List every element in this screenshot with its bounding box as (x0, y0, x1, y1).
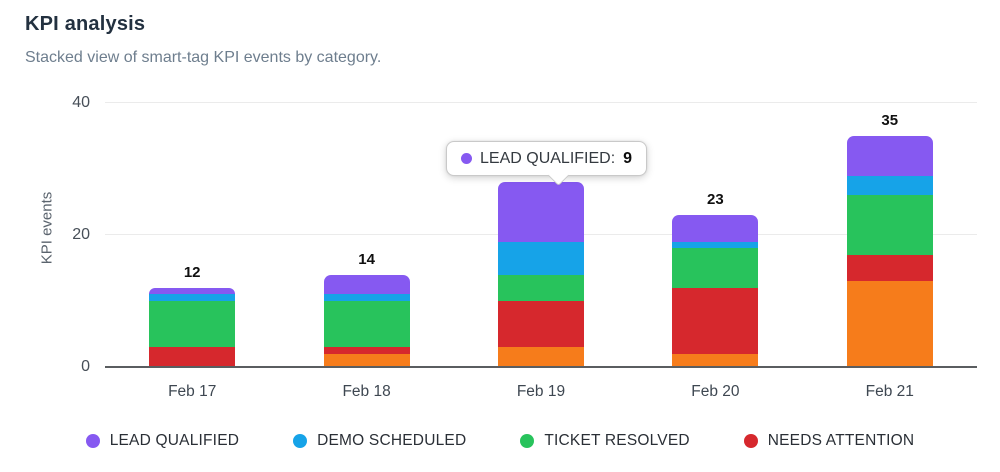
bar-segment[interactable] (846, 254, 933, 282)
legend-label: LEAD QUALIFIED (109, 432, 240, 449)
x-tick-label: Feb 18 (342, 383, 391, 400)
y-axis: 0 20 40 (52, 95, 90, 375)
stacked-bar[interactable]: 12 (149, 264, 236, 367)
bar-segment[interactable] (846, 175, 933, 196)
bar-segment[interactable] (846, 281, 933, 367)
bar-group (454, 103, 628, 367)
legend-label: DEMO SCHEDULED (317, 432, 467, 449)
bar-total-label: 23 (707, 191, 724, 209)
plot-area: 12 14 23 35 (105, 102, 977, 368)
tooltip-value: 9 (623, 150, 633, 167)
bar-group: 12 (105, 103, 279, 367)
bar-group: 23 (628, 103, 802, 367)
y-tick-label: 20 (72, 226, 90, 243)
x-tick-label: Feb 21 (865, 383, 914, 400)
bar-total-label: 12 (183, 263, 201, 281)
x-axis-line (105, 366, 977, 368)
tooltip-label: LEAD QUALIFIED: (480, 150, 616, 167)
x-tick-label: Feb 19 (516, 383, 566, 400)
bars-container: 12 14 23 35 (105, 103, 977, 367)
bar-segment[interactable] (672, 248, 759, 288)
bar-segment[interactable] (497, 347, 584, 367)
bar-segment[interactable] (672, 353, 759, 367)
stacked-bar[interactable] (497, 182, 584, 367)
legend-item[interactable]: LEAD QUALIFIED (85, 432, 240, 450)
legend-label: NEEDS ATTENTION (767, 432, 915, 449)
bar-segment[interactable] (323, 294, 410, 302)
x-axis-labels: Feb 17 Feb 18 Feb 19 Feb 20 Feb 21 (105, 383, 977, 401)
bar-segment[interactable] (497, 274, 584, 302)
tooltip: LEAD QUALIFIED: 9 (446, 141, 648, 187)
legend-label: TICKET RESOLVED (544, 432, 690, 449)
bar-segment[interactable] (323, 274, 410, 295)
bar-segment[interactable] (497, 301, 584, 348)
stacked-bar[interactable]: 23 (672, 191, 759, 367)
legend-item[interactable]: TICKET RESOLVED (520, 432, 690, 450)
bar-segment[interactable] (672, 215, 759, 242)
bar-segment[interactable] (497, 182, 584, 242)
stacked-bar[interactable]: 35 (846, 112, 933, 367)
page-title: KPI analysis (25, 13, 146, 35)
legend-item[interactable]: NEEDS ATTENTION (743, 432, 915, 450)
bar-segment[interactable] (149, 301, 236, 348)
legend-dot-icon (743, 434, 758, 448)
bar-total-label: 35 (881, 112, 899, 130)
tooltip-series-dot (461, 153, 472, 164)
legend: LEAD QUALIFIED DEMO SCHEDULED TICKET RESOL… (0, 432, 1000, 450)
bar-segment[interactable] (323, 301, 410, 348)
bar-segment[interactable] (497, 241, 584, 275)
bar-segment[interactable] (672, 287, 759, 354)
bar-segment[interactable] (149, 347, 236, 367)
bar-segment[interactable] (149, 287, 236, 295)
legend-item[interactable]: DEMO SCHEDULED (293, 432, 466, 450)
legend-dot-icon (293, 434, 308, 448)
y-tick-label: 0 (81, 358, 90, 375)
legend-dot-icon (520, 434, 535, 448)
bar-segment[interactable] (149, 294, 236, 302)
stacked-bar[interactable]: 14 (323, 251, 410, 367)
y-tick-label: 40 (72, 94, 90, 111)
bar-segment[interactable] (846, 136, 933, 176)
x-tick-label: Feb 20 (691, 383, 740, 400)
bar-segment[interactable] (323, 353, 410, 367)
bar-segment[interactable] (323, 347, 410, 354)
bar-group: 14 (279, 103, 453, 367)
gridline (105, 102, 977, 103)
bar-segment[interactable] (672, 241, 759, 249)
bar-segment[interactable] (846, 195, 933, 255)
bar-group: 35 (803, 103, 977, 367)
page-subtitle: Stacked view of smart-tag KPI events by … (25, 49, 382, 66)
legend-dot-icon (85, 434, 100, 448)
bar-total-label: 14 (358, 250, 375, 268)
x-tick-label: Feb 17 (168, 383, 217, 400)
